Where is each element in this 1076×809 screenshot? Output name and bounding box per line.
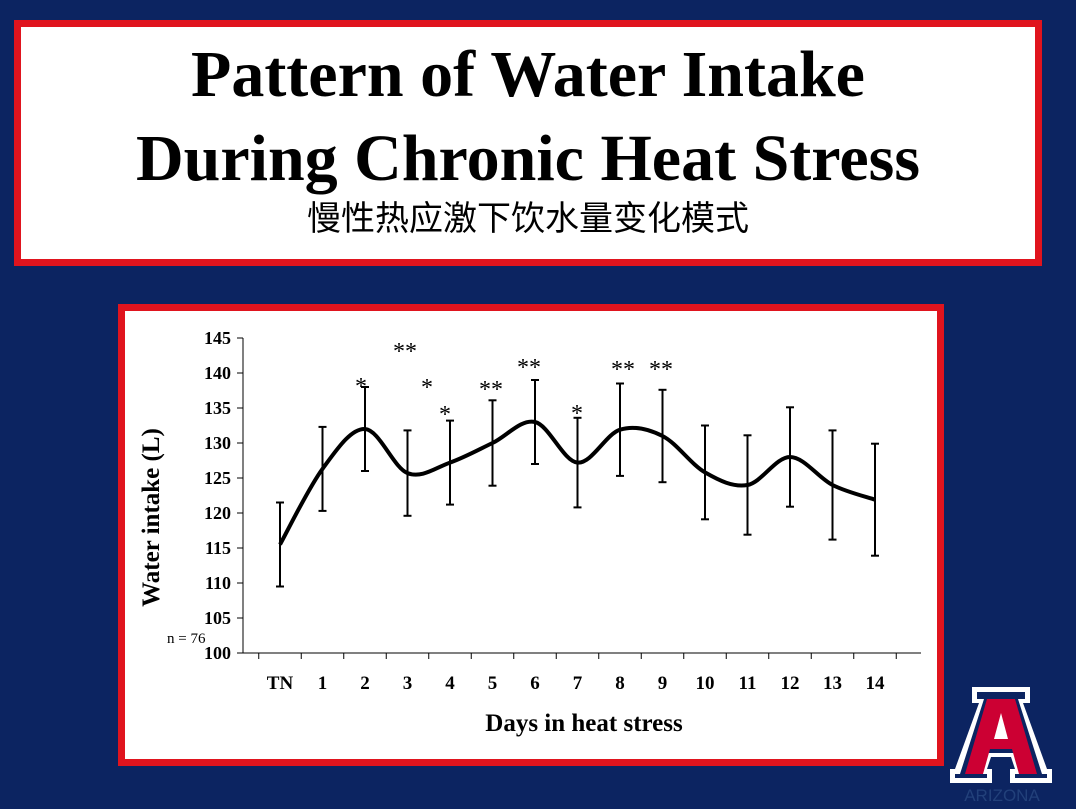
significance-marker: ** (649, 357, 673, 383)
x-tick-label: 5 (488, 673, 498, 694)
significance-marker: * (421, 375, 433, 401)
significance-marker: ** (611, 357, 635, 383)
y-tick-label: 125 (204, 468, 231, 488)
x-tick-label: 14 (866, 673, 886, 694)
slide-title-line-2: During Chronic Heat Stress (135, 122, 921, 195)
x-tick-label: 4 (445, 673, 455, 694)
x-tick-label: 7 (573, 673, 583, 694)
y-tick-label: 100 (204, 643, 231, 663)
y-tick-label: 145 (204, 328, 231, 348)
slide-subtitle: 慢性热应激下饮水量变化模式 (307, 199, 749, 239)
x-axis-ticks: TN 1 2 3 4 5 6 7 8 9 10 11 12 13 14 (258, 653, 897, 694)
x-tick-label: TN (267, 673, 294, 694)
y-tick-label: 130 (204, 433, 231, 453)
x-tick-label: 1 (318, 673, 328, 694)
x-axis-label: Days in heat stress (485, 710, 683, 737)
significance-marker: ** (393, 339, 417, 365)
chart-box: 100 105 110 115 120 125 130 135 140 145 TN 1 2 3 4 5 6 7… (118, 304, 944, 766)
title-box: Pattern of Water Intake During Chronic H… (14, 20, 1042, 266)
significance-marker: * (355, 374, 367, 400)
significance-marker: * (439, 402, 451, 428)
y-tick-label: 135 (204, 398, 231, 418)
x-tick-label: 2 (360, 673, 370, 694)
y-tick-label: 110 (205, 573, 231, 593)
significance-marker: ** (479, 377, 503, 403)
significance-marker: * (571, 401, 583, 427)
water-intake-line (278, 419, 876, 546)
sample-size-note: n = 76 (167, 631, 206, 647)
series-line (278, 419, 876, 546)
error-bars (276, 379, 879, 588)
y-axis-label: Water intake (L) (138, 428, 165, 607)
x-tick-label: 3 (403, 673, 413, 694)
university-logo: ARIZONA (946, 683, 1056, 805)
x-tick-label: 11 (739, 673, 757, 694)
y-tick-label: 140 (204, 363, 231, 383)
x-tick-label: 6 (530, 673, 540, 694)
x-tick-label: 8 (615, 673, 625, 694)
chart-axes (242, 338, 921, 654)
y-tick-label: 115 (205, 538, 231, 558)
y-tick-label: 120 (204, 503, 231, 523)
x-tick-label: 10 (696, 673, 715, 694)
logo-wordmark: ARIZONA (964, 786, 1040, 803)
x-tick-label: 12 (781, 673, 800, 694)
y-tick-label: 105 (204, 608, 231, 628)
x-tick-label: 13 (823, 673, 842, 694)
significance-marker: ** (517, 355, 541, 381)
university-of-arizona-logo-icon: ARIZONA (950, 687, 1052, 805)
significance-annotations: ************ ** (355, 339, 673, 428)
slide-title-line-1: Pattern of Water Intake (191, 38, 865, 111)
y-axis-ticks: 100 105 110 115 120 125 130 135 140 145 (204, 328, 243, 663)
x-tick-label: 9 (658, 673, 668, 694)
